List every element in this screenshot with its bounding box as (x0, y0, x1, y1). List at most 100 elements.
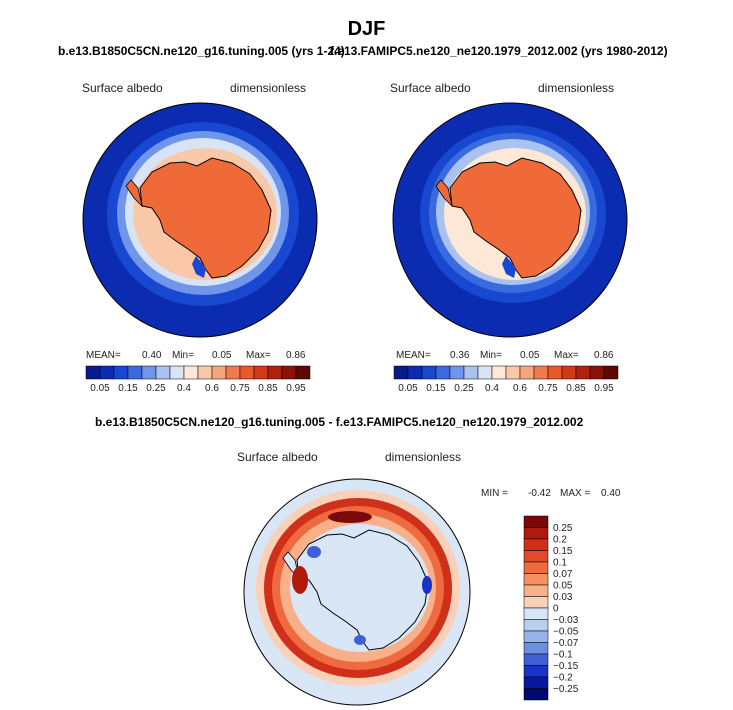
colorbar-swatch (127, 365, 143, 380)
colorbar-tick-label: 0.05 (90, 383, 110, 394)
colorbar-tick-label: 0.4 (177, 383, 191, 394)
colorbar-swatch (253, 365, 269, 380)
colorbar-tick-label: 0.03 (553, 592, 573, 603)
colorbar-tick-label: −0.07 (553, 638, 579, 649)
antarctica-ice-sheet (139, 157, 272, 279)
colorbar-swatch (523, 561, 549, 574)
panel-3-variable: Surface albedo (237, 450, 318, 464)
colorbar-swatch (523, 584, 549, 597)
panel-1-map-border (82, 102, 318, 338)
colorbar-tick-label: −0.15 (553, 661, 579, 672)
panel-2-colorbar: 0.05 0.15 0.25 0.4 0.6 0.75 0.85 0.95 (393, 365, 619, 394)
colorbar-swatch (523, 596, 549, 609)
colorbar-tick-label: −0.1 (553, 650, 573, 661)
panel-3-title: b.e13.B1850C5CN.ne120_g16.tuning.005 - f… (95, 415, 584, 429)
colorbar-swatch (575, 365, 591, 380)
colorbar-swatch (523, 573, 549, 586)
colorbar-swatch (523, 676, 549, 689)
colorbar-swatch (523, 515, 549, 528)
panel-3-colorbar: 0.250.20.150.10.070.050.030−0.03−0.05−0.… (523, 515, 579, 701)
colorbar-tick-label: 0.85 (566, 383, 586, 394)
colorbar-tick-label: −0.25 (553, 684, 579, 695)
colorbar-swatch (99, 365, 115, 380)
panel-1-variable: Surface albedo (82, 81, 163, 95)
colorbar-swatch (589, 365, 605, 380)
colorbar-swatch (169, 365, 185, 380)
colorbar-swatch (141, 365, 157, 380)
colorbar-swatch (197, 365, 213, 380)
colorbar-tick-label: −0.03 (553, 615, 579, 626)
panel-2-variable: Surface albedo (390, 81, 471, 95)
panel-2-mean-value: 0.36 (450, 350, 470, 361)
colorbar-tick-label: 0.75 (538, 383, 558, 394)
panel-3-max-label: MAX = (560, 488, 591, 499)
colorbar-tick-label: 0.95 (594, 383, 614, 394)
panel-2-min-value: 0.05 (520, 350, 540, 361)
colorbar-swatch (603, 365, 619, 380)
colorbar-swatch (523, 653, 549, 666)
colorbar-swatch (267, 365, 283, 380)
panel-1-max-label: Max= (246, 350, 271, 361)
colorbar-tick-label: 0.15 (426, 383, 446, 394)
panel-3-max-value: 0.40 (601, 488, 621, 499)
negative-patch (354, 635, 366, 645)
colorbar-tick-label: 0.07 (553, 569, 573, 580)
colorbar-swatch (533, 365, 549, 380)
panel-3-min-label: MIN = (481, 488, 508, 499)
colorbar-tick-label: 0.25 (454, 383, 474, 394)
positive-patch (328, 511, 372, 523)
colorbar-tick-label: 0.95 (286, 383, 306, 394)
colorbar-swatch (523, 619, 549, 632)
colorbar-swatch (239, 365, 255, 380)
colorbar-swatch (491, 365, 507, 380)
antarctic-peninsula (125, 179, 143, 208)
colorbar-tick-label: 0 (553, 604, 559, 615)
colorbar-swatch (393, 365, 409, 380)
panel-1-colorbar: 0.05 0.15 0.25 0.4 0.6 0.75 0.85 0.95 (85, 365, 311, 394)
colorbar-tick-label: 0.4 (485, 383, 499, 394)
colorbar-swatch (547, 365, 563, 380)
colorbar-swatch (523, 607, 549, 620)
colorbar-swatch (519, 365, 535, 380)
panel-3-units: dimensionless (385, 450, 462, 464)
panel-1-max-value: 0.86 (286, 350, 306, 361)
colorbar-swatch (421, 365, 437, 380)
colorbar-tick-label: 0.05 (398, 383, 418, 394)
coastal-polynya (192, 256, 206, 278)
colorbar-swatch (183, 365, 199, 380)
colorbar-swatch (523, 665, 549, 678)
panel-1-min-label: Min= (172, 350, 194, 361)
colorbar-tick-label: 0.1 (553, 558, 567, 569)
colorbar-swatch (211, 365, 227, 380)
colorbar-tick-label: 0.25 (146, 383, 166, 394)
panel-3-min-value: -0.42 (528, 488, 551, 499)
colorbar-tick-label: 0.15 (118, 383, 138, 394)
colorbar-swatch (435, 365, 451, 380)
colorbar-tick-label: 0.75 (230, 383, 250, 394)
colorbar-swatch (85, 365, 101, 380)
panel-2-max-label: Max= (554, 350, 579, 361)
colorbar-swatch (477, 365, 493, 380)
colorbar-swatch (113, 365, 129, 380)
colorbar-tick-label: −0.05 (553, 627, 579, 638)
negative-patch (307, 546, 321, 558)
panel-2-mean-label: MEAN= (396, 350, 431, 361)
colorbar-tick-label: 0.6 (205, 383, 219, 394)
panel-2-units: dimensionless (538, 81, 615, 95)
colorbar-tick-label: 0.05 (553, 581, 573, 592)
colorbar-swatch (523, 527, 549, 540)
colorbar-tick-label: 0.15 (553, 546, 573, 557)
panel-2-min-label: Min= (480, 350, 502, 361)
panel-3-map-border (243, 478, 471, 706)
colorbar-swatch (505, 365, 521, 380)
colorbar-swatch (225, 365, 241, 380)
panel-1-min-value: 0.05 (212, 350, 232, 361)
antarctic-peninsula (435, 179, 453, 208)
colorbar-tick-label: −0.2 (553, 673, 573, 684)
colorbar-tick-label: 0.85 (258, 383, 278, 394)
colorbar-swatch (523, 538, 549, 551)
colorbar-swatch (561, 365, 577, 380)
panel-1-mean-value: 0.40 (142, 350, 162, 361)
panel-1-map (83, 103, 317, 337)
